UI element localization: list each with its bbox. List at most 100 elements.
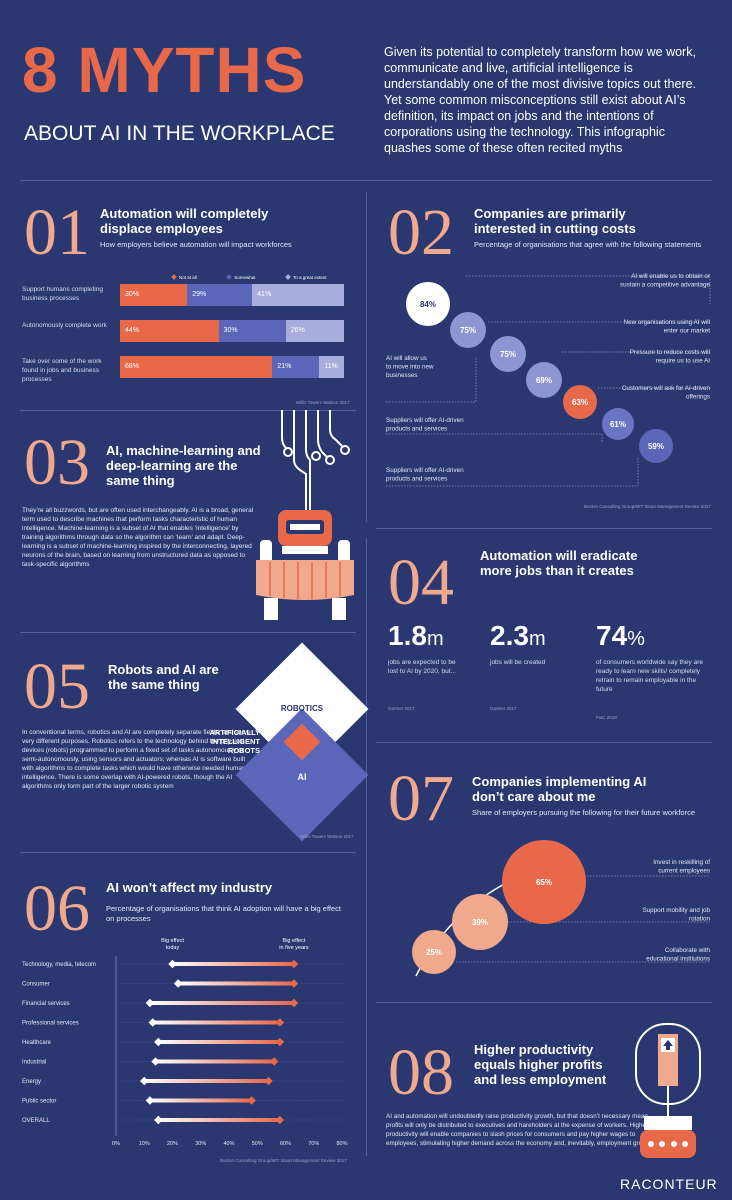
myth-01-source: Willis Towers Watson 2017	[296, 400, 350, 405]
myth-05-number: 05	[24, 650, 90, 723]
chart3-x-tick: 40%	[223, 1141, 234, 1146]
chart1-bar-segment	[285, 320, 344, 342]
page-subtitle: ABOUT AI IN THE WORKPLACE	[24, 122, 335, 145]
chart2-point	[450, 312, 486, 348]
chart4-category-label: educational institutions	[646, 956, 710, 963]
chart4-bubble	[502, 840, 586, 924]
chart3-legend-five-2: in five years	[279, 945, 309, 951]
chart4-category-label: current employees	[658, 868, 710, 875]
chart2-category-label: Suppliers will offer AI-driven	[386, 467, 464, 474]
myth-07-title: Companies implementing AI don’t care abo…	[472, 774, 647, 804]
divider	[376, 742, 712, 743]
myth-02-source: Boston Consulting Group/MIT Sloan Manage…	[584, 504, 711, 509]
chart3-legend-five: Big effect	[283, 938, 306, 944]
chart3-range-bar	[158, 1118, 280, 1122]
chart3-x-tick: 80%	[336, 1141, 347, 1146]
chart1-bar-value: 68%	[125, 363, 140, 370]
myth-06-number: 06	[24, 872, 90, 945]
stat-2-desc: jobs will be created	[490, 659, 546, 666]
myth-05-title: Robots and AI are the same thing	[108, 662, 219, 692]
chart3-x-tick: 0%	[112, 1141, 120, 1146]
chart3-range-bar	[172, 962, 294, 966]
chart3-category-label: Energy	[22, 1079, 41, 1085]
stat-2-value: 2.3	[490, 620, 529, 651]
chart2-point-value: 84%	[420, 300, 436, 309]
overlap-label: ARTIFICIALLY INTELLIGENT ROBOTS	[209, 728, 260, 755]
chart3-point-today	[154, 1037, 163, 1047]
chart3-x-tick: 60%	[280, 1141, 291, 1146]
legend-great-extent: To a great extent	[292, 275, 327, 280]
chart3-category-label: Public sector	[22, 1099, 56, 1105]
chart3-point-today	[148, 1018, 157, 1027]
chart4-category-label: rotation	[689, 916, 711, 923]
chart3-point-five-years	[247, 1096, 256, 1105]
chart2-category-label: Pressure to reduce costs will	[630, 349, 710, 356]
myth-04-title: Automation will eradicate more jobs than…	[480, 548, 638, 578]
chart2-category-label: Suppliers will offer AI-driven	[386, 417, 464, 424]
chart3-category-label: Healthcare	[22, 1040, 52, 1046]
chart1-category-label: Take over some of the work found in jobs…	[22, 358, 102, 383]
myth-04-number: 04	[388, 546, 454, 619]
myth-05-source: Willis Towers Watson 2017	[300, 834, 354, 839]
chart1-bar-segment	[218, 320, 286, 342]
myth-02-subtitle: Percentage of organisations that agree w…	[474, 240, 702, 249]
legend-somewhat: Somewhat	[234, 275, 256, 280]
divider	[20, 180, 712, 181]
divider	[366, 192, 367, 522]
chart3-category-label: Professional services	[22, 1021, 79, 1027]
divider	[376, 1002, 712, 1003]
chart4-future-workforce: 25% 39% 65% Invest in reskilling of current …	[412, 840, 711, 977]
myth-06-subtitle: Percentage of organisations that think A…	[106, 904, 342, 923]
chart3-x-tick: 10%	[139, 1141, 150, 1146]
chart3-point-today	[145, 1096, 155, 1105]
myth-07-number: 07	[388, 762, 454, 835]
chart1-bar-value: 44%	[125, 327, 140, 334]
chart1-bar-value: 29%	[192, 291, 207, 298]
chart1-bar-segment	[319, 356, 344, 378]
ai-label: AI	[297, 772, 307, 782]
chart3-x-tick: 20%	[167, 1141, 178, 1146]
chart1-bar-value: 26%	[290, 327, 305, 334]
myth-01-title: Automation will completely displace empl…	[100, 206, 269, 236]
chart2-point-value: 75%	[460, 326, 476, 335]
legend-marker-great-extent	[285, 274, 291, 280]
raconteur-logo: RACONTEUR	[620, 1176, 718, 1192]
chart3-legend-today-2: today	[166, 945, 180, 951]
chart3-x-tick: 50%	[252, 1141, 263, 1146]
chart3-range-bar	[152, 1020, 280, 1025]
myth-08-number: 08	[388, 1036, 454, 1109]
stat-2-unit: m	[528, 628, 546, 650]
chart2-point	[563, 385, 597, 419]
legend-not-at-all: Not at all	[179, 275, 197, 280]
myth-01-subtitle: How employers believe automation will im…	[100, 240, 292, 249]
stat-3-unit: %	[627, 628, 645, 650]
myth-03-number: 03	[24, 426, 90, 499]
chart1-category-label: Autonomously complete work	[22, 322, 107, 329]
chart3-x-tick: 70%	[308, 1141, 319, 1146]
legend-marker-not-at-all	[171, 274, 177, 280]
chart2-point	[639, 429, 673, 463]
myth-08-title: Higher productivity equals higher profit…	[474, 1042, 607, 1087]
chart4-bubble	[452, 894, 508, 950]
chart2-point	[602, 408, 634, 440]
divider	[20, 852, 356, 853]
stat-3: 74% of consumers worldwide say they are …	[596, 620, 712, 721]
chart1-bar-segment	[120, 284, 188, 306]
chart3-point-five-years	[269, 1057, 279, 1066]
chart3-point-five-years	[289, 979, 299, 988]
chart4-bubble-value: 39%	[472, 918, 488, 927]
chart3-point-today	[140, 1076, 149, 1086]
stat-3-value: 74	[596, 620, 628, 651]
chart2-point-value: 75%	[500, 350, 516, 359]
chart2-point	[406, 282, 450, 326]
chart1-bar-segment	[120, 356, 273, 378]
chart2-category-label: products and services	[386, 476, 447, 483]
chart2-category-label: sustain a competitive advantage	[620, 282, 710, 289]
stat-1-desc: jobs are expected to be lost to AI by 20…	[388, 659, 456, 675]
chart3-range-bar	[149, 1001, 294, 1005]
chart1-category-label: Support humans completing business proce…	[22, 286, 103, 302]
divider	[376, 528, 712, 529]
chart4-category-label: Collaborate with	[665, 947, 711, 954]
chart3-category-label: OVERALL	[22, 1118, 50, 1124]
